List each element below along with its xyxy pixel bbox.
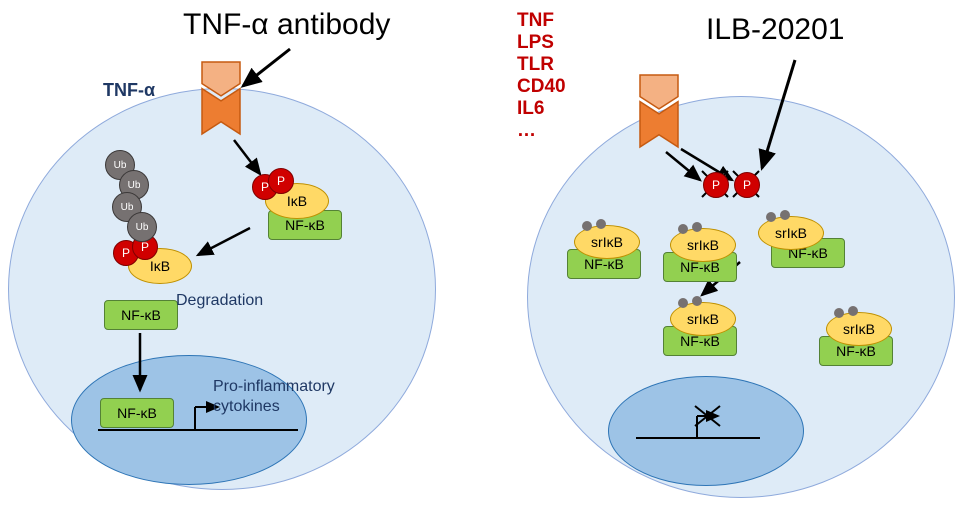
label-cytokines_l1: Pro-inflammatory (213, 378, 335, 396)
phospho-circle: P (268, 168, 294, 194)
phospho-circle: P (734, 172, 760, 198)
phospho-circle: P (703, 172, 729, 198)
gray-dot (692, 222, 702, 232)
stimuli-item: … (517, 120, 536, 142)
stimuli-item: TNF (517, 10, 554, 32)
gray-dot (678, 224, 688, 234)
label-tnf_alpha: TNF-α (103, 80, 155, 101)
stimuli-item: LPS (517, 32, 554, 54)
gray-dot (766, 212, 776, 222)
gray-dot (678, 298, 688, 308)
gray-dot (596, 219, 606, 229)
nfkb-rect: NF-κB (104, 300, 178, 330)
gray-dot (780, 210, 790, 220)
label-degradation: Degradation (176, 292, 263, 310)
gray-dot (692, 296, 702, 306)
gray-dot (582, 221, 592, 231)
stimuli-item: CD40 (517, 76, 566, 98)
stimuli-item: IL6 (517, 98, 544, 120)
title-right: ILB-20201 (706, 13, 844, 47)
title-left: TNF-α antibody (183, 8, 390, 42)
gray-dot (834, 308, 844, 318)
ubiquitin-circle: Ub (127, 212, 157, 242)
gray-dot (848, 306, 858, 316)
label-cytokines_l2: cytokines (213, 398, 280, 416)
stimuli-item: TLR (517, 54, 554, 76)
nfkb-rect: NF-κB (100, 398, 174, 428)
